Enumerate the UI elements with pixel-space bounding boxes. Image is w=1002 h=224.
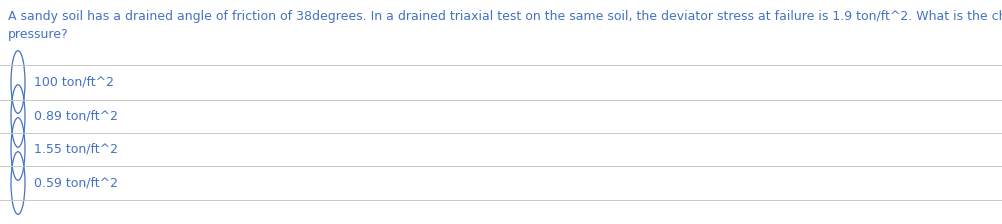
Text: A sandy soil has a drained angle of friction of 38degrees. In a drained triaxial: A sandy soil has a drained angle of fric… [8,10,1002,23]
Text: 0.59 ton/ft^2: 0.59 ton/ft^2 [34,177,118,190]
Text: pressure?: pressure? [8,28,68,41]
Text: 1.55 ton/ft^2: 1.55 ton/ft^2 [34,142,118,155]
Text: 100 ton/ft^2: 100 ton/ft^2 [34,75,114,88]
Text: 0.89 ton/ft^2: 0.89 ton/ft^2 [34,110,118,123]
